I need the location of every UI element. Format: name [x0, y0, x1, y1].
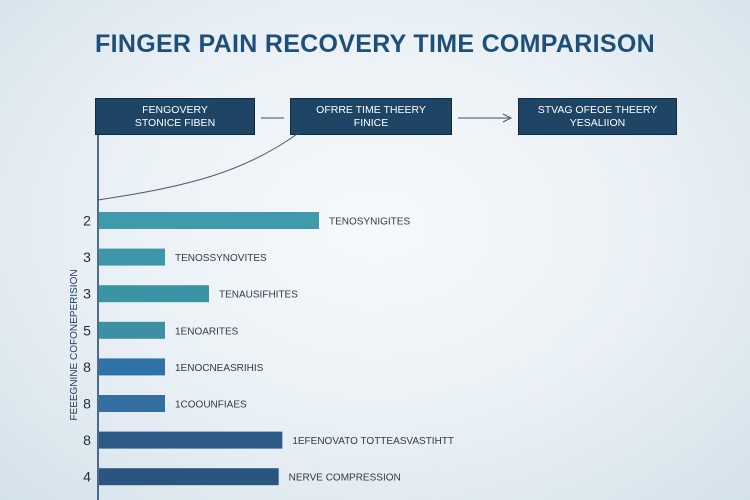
- bar: [99, 468, 279, 486]
- flow-box-3: STVAG OFEOE THEERY YESALIION: [518, 98, 677, 135]
- y-tick-label: 4: [83, 469, 91, 485]
- bar-label: TENOSSYNOVITES: [175, 253, 267, 264]
- flow-box-2-line2: FINICE: [353, 116, 389, 129]
- flow-box-3-line1: STVAG OFEOE THEERY: [537, 103, 658, 116]
- flow-box-2-line1: OFRRE TIME THEERY: [316, 103, 426, 116]
- chart-title: FINGER PAIN RECOVERY TIME COMPARISON: [95, 30, 655, 58]
- bar-label: TENOSYNIGITES: [329, 217, 410, 228]
- flow-box-1-line1: FENGOVERY: [142, 103, 208, 116]
- flow-box-2: OFRRE TIME THEERY FINICE: [290, 98, 452, 135]
- bar-label: 1COOUNFIAES: [175, 400, 247, 411]
- bar-label: TENAUSIFHITES: [219, 290, 298, 301]
- bar-label: 1ENOARITES: [175, 326, 239, 337]
- bar: [99, 395, 165, 412]
- bar: [99, 212, 319, 229]
- bar-label: NERVE COMPRESSION: [289, 473, 401, 484]
- y-tick-label: 2: [83, 213, 91, 229]
- bar: [99, 431, 283, 449]
- bar-label: 1EFENOVATO TOTTEASVASTIHTT: [292, 436, 454, 447]
- bar: [99, 285, 209, 303]
- flow-curve-connector: [97, 131, 301, 201]
- flow-box-1-line2: STONICE FIBEN: [134, 116, 216, 129]
- y-tick-label: 3: [83, 249, 91, 265]
- y-tick-label: 5: [83, 322, 91, 338]
- bar: [99, 248, 165, 266]
- bar: [99, 321, 165, 339]
- y-tick-label: 8: [83, 359, 91, 375]
- flow-box-1: FENGOVERY STONICE FIBEN: [95, 98, 255, 135]
- bar: [99, 358, 165, 376]
- bar-label: 1ENOCNEASRIHIS: [175, 363, 264, 374]
- y-axis-label: FEEEGNINE COFONEPERISION: [69, 269, 80, 420]
- y-tick-label: 3: [83, 286, 91, 302]
- y-tick-label: 8: [83, 432, 91, 448]
- flow-box-3-line2: YESALIION: [569, 116, 626, 129]
- y-tick-label: 8: [83, 396, 91, 412]
- arrow-head-icon: [502, 113, 513, 123]
